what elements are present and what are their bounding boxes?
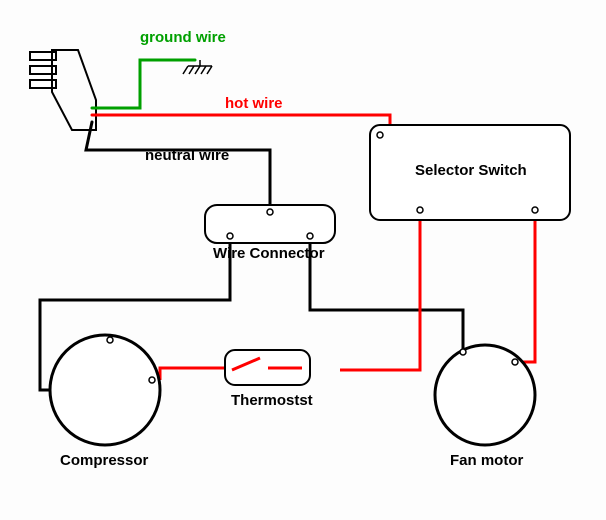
terminal-selector_out2 (532, 207, 538, 213)
terminal-connector_out2 (307, 233, 313, 239)
neutral-wire-label: neutral wire (145, 147, 229, 164)
terminal-selector_out1 (417, 207, 423, 213)
terminal-compressor_t1 (107, 337, 113, 343)
terminal-compressor_t2 (149, 377, 155, 383)
terminal-fan_t1 (460, 349, 466, 355)
fan-motor-circle (435, 345, 535, 445)
terminal-connector_out1 (227, 233, 233, 239)
terminal-connector_in (267, 209, 273, 215)
ground-wire-label: ground wire (140, 29, 226, 46)
wire-connector-label: Wire Connector (213, 245, 325, 262)
selector-switch-label: Selector Switch (415, 162, 527, 179)
terminal-fan_t2 (512, 359, 518, 365)
terminal-selector_in (377, 132, 383, 138)
thermostat-label: Thermostst (231, 392, 313, 409)
compressor-label: Compressor (60, 452, 149, 469)
fan-motor-label: Fan motor (450, 452, 523, 469)
compressor-circle (50, 335, 160, 445)
hot-wire-label: hot wire (225, 95, 283, 112)
wiring-diagram: Selector Switch Wire Connector Thermosts… (0, 0, 606, 520)
